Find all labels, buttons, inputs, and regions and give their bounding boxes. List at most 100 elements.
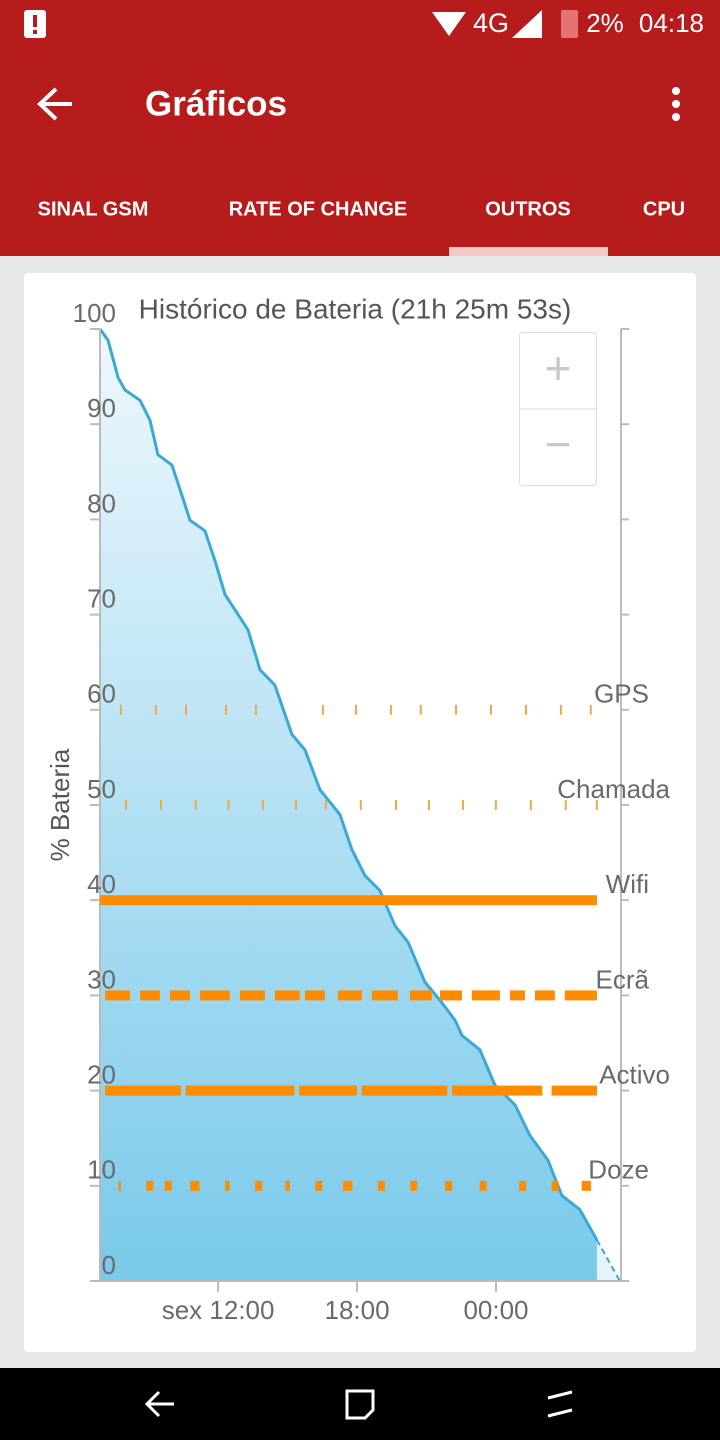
event-segment [227, 800, 230, 810]
event-segment [119, 704, 122, 715]
event-segment [169, 990, 191, 1001]
y-tick-label: 70 [87, 583, 116, 613]
event-segment [225, 704, 228, 715]
event-segment [509, 990, 525, 1001]
event-label: Activo [599, 1059, 670, 1089]
event-segment [389, 704, 392, 715]
clock: 04:18 [639, 8, 704, 38]
y-tick-label: 50 [87, 774, 116, 804]
event-segment [261, 800, 264, 810]
y-tick-label: 0 [102, 1250, 116, 1280]
tab[interactable]: RATE OF CHANGE [229, 198, 408, 220]
alert-icon-mark [33, 15, 37, 27]
nav-back[interactable] [144, 1390, 174, 1418]
y-tick-label: 90 [87, 393, 116, 423]
event-segment [445, 1180, 452, 1191]
event-segment [255, 1180, 263, 1191]
event-segment [274, 990, 300, 1001]
event-segment [564, 800, 567, 810]
nav-bar [0, 1368, 720, 1440]
x-tick-label: 00:00 [463, 1295, 528, 1325]
chart-title: Histórico de Bateria (21h 25m 53s) [139, 293, 572, 324]
event-segment [409, 990, 432, 1001]
event-segment [294, 800, 297, 810]
event-segment [361, 1085, 448, 1096]
event-segment [304, 990, 325, 1001]
y-tick-label: 20 [87, 1059, 116, 1089]
event-segment [254, 704, 257, 715]
event-segment [194, 800, 197, 810]
event-segment [455, 704, 458, 715]
event-segment [439, 990, 462, 1001]
event-segment [337, 990, 362, 1001]
event-segment [225, 1180, 230, 1191]
x-tick-label: 18:00 [325, 1295, 390, 1325]
event-segment [118, 1180, 121, 1191]
event-segment [239, 990, 265, 1001]
tab[interactable]: SINAL GSM [38, 198, 149, 220]
event-label: Doze [588, 1155, 649, 1185]
battery-icon [561, 10, 578, 38]
tab[interactable]: CPU [643, 198, 685, 220]
event-segment [321, 704, 324, 715]
event-segment [184, 704, 187, 715]
event-segment [529, 800, 532, 810]
y-tick-label: 100 [73, 298, 116, 328]
overflow-menu[interactable] [672, 87, 680, 121]
event-segment [494, 800, 497, 810]
event-segment [185, 1085, 295, 1096]
back-button[interactable] [37, 87, 72, 121]
event-segment [100, 895, 597, 906]
y-tick-label: 40 [87, 869, 116, 899]
event-segment [419, 704, 422, 715]
event-segment [479, 1180, 487, 1191]
event-segment [524, 704, 527, 715]
event-segment [534, 990, 555, 1001]
event-segment [343, 1180, 353, 1191]
event-segment [371, 990, 398, 1001]
zoom-in[interactable]: + [545, 342, 572, 394]
event-segment [164, 1180, 172, 1191]
event-segment [359, 800, 362, 810]
event-segment [125, 800, 128, 810]
event-segment [140, 990, 160, 1001]
event-segment [559, 704, 562, 715]
menu-dot [672, 87, 680, 95]
y-tick-label: 80 [87, 488, 116, 518]
nav-home[interactable] [345, 1389, 375, 1420]
event-segment [461, 800, 464, 810]
signal-icon [512, 10, 542, 38]
event-label: Wifi [606, 869, 649, 899]
event-segment [354, 704, 357, 715]
menu-dot [672, 113, 680, 121]
wifi-icon [432, 12, 466, 36]
x-tick-label: sex 12:00 [162, 1295, 275, 1325]
event-segment [146, 1180, 154, 1191]
event-segment [105, 1085, 182, 1096]
network-type: 4G [473, 8, 509, 38]
event-segment [200, 990, 230, 1001]
event-segment [159, 800, 162, 810]
event-segment [519, 1180, 527, 1191]
event-segment [551, 1180, 559, 1191]
tab[interactable]: OUTROS [485, 198, 571, 220]
projection-line [596, 1239, 621, 1282]
nav-recents[interactable] [547, 1390, 573, 1418]
area-fill [100, 329, 597, 1281]
event-segment [489, 704, 492, 715]
event-label: Ecrã [596, 964, 650, 994]
event-segment [589, 704, 592, 715]
event-segment [377, 1180, 385, 1191]
y-tick-label: 10 [87, 1155, 116, 1185]
event-segment [551, 1085, 597, 1096]
zoom-out[interactable]: − [545, 418, 572, 470]
event-segment [299, 1085, 358, 1096]
y-tick-label: 30 [87, 964, 116, 994]
battery-level: 2% [586, 8, 624, 38]
menu-dot [672, 100, 680, 108]
event-label: Chamada [557, 774, 670, 804]
event-segment [564, 990, 597, 1001]
event-segment [410, 1180, 418, 1191]
app-bar-bg [0, 0, 720, 256]
